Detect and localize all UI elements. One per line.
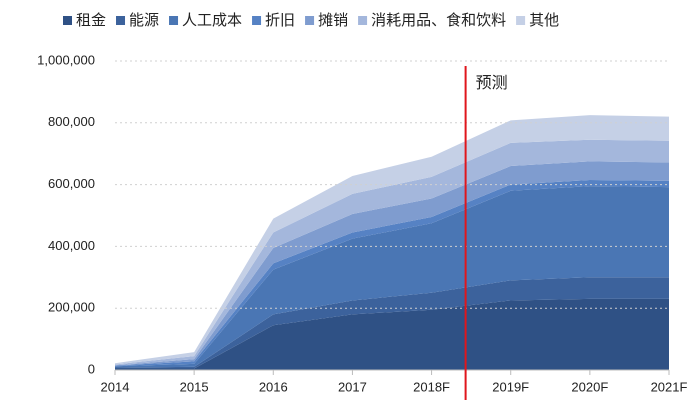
legend-swatch [358,16,368,25]
legend-swatch [63,16,72,25]
y-tick-label: 0 [88,361,95,376]
y-tick-label: 1,000,000 [37,52,95,67]
legend-label: 人工成本 [182,12,242,29]
legend-label: 摊销 [318,12,348,29]
x-tick-label: 2021F [651,379,688,394]
area [115,186,669,368]
y-tick-label: 200,000 [48,300,95,315]
legend-label: 能源 [129,12,159,29]
x-tick-label: 2018F [413,379,450,394]
legend-label: 其他 [529,12,559,29]
annotation: 预测 [476,74,508,92]
legend-label: 租金 [76,12,106,29]
legend-swatch [305,16,315,25]
y-tick-label: 800,000 [48,114,95,129]
legend-swatch [252,16,262,25]
x-tick-label: 2017 [338,379,367,394]
x-tick-label: 2016 [259,379,288,394]
legend-swatch [116,16,126,25]
legend-label: 消耗用品、食和饮料 [371,12,506,29]
area [115,115,669,365]
legend-swatch [516,16,526,25]
area [115,277,669,369]
x-tick-label: 2015 [180,379,209,394]
x-tick-label: 2019F [492,379,529,394]
y-tick-label: 600,000 [48,176,95,191]
legend-swatch [169,16,179,25]
area [115,298,669,370]
legend-label: 折旧 [265,12,295,29]
x-tick-label: 2014 [101,379,130,394]
areas [115,115,669,370]
x-tick-label: 2020F [571,379,608,394]
y-tick-label: 400,000 [48,238,95,253]
